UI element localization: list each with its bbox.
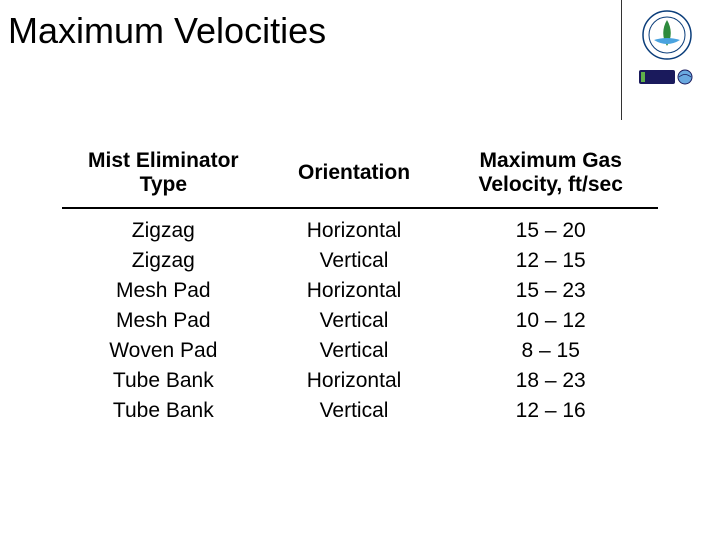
cell-orient: Horizontal [265,276,444,306]
col-header-type: Mist Eliminator Type [62,145,265,208]
partner-logo-icon [639,68,695,86]
cell-orient: Vertical [265,306,444,336]
cell-orient: Vertical [265,246,444,276]
cell-type: Zigzag [62,246,265,276]
page-title: Maximum Velocities [8,10,326,52]
cell-velocity: 15 – 23 [443,276,658,306]
cell-orient: Horizontal [265,366,444,396]
cell-orient: Vertical [265,396,444,426]
logo-divider [621,0,622,120]
cell-velocity: 10 – 12 [443,306,658,336]
cell-velocity: 12 – 16 [443,396,658,426]
cell-velocity: 8 – 15 [443,336,658,366]
cell-type: Mesh Pad [62,306,265,336]
cell-type: Zigzag [62,208,265,246]
table-row: Mesh Pad Horizontal 15 – 23 [62,276,658,306]
table-row: Tube Bank Horizontal 18 – 23 [62,366,658,396]
cell-type: Mesh Pad [62,276,265,306]
cell-velocity: 12 – 15 [443,246,658,276]
col-header-velocity: Maximum Gas Velocity, ft/sec [443,145,658,208]
table-row: Tube Bank Vertical 12 – 16 [62,396,658,426]
cell-type: Woven Pad [62,336,265,366]
table-row: Mesh Pad Vertical 10 – 12 [62,306,658,336]
cell-orient: Vertical [265,336,444,366]
cell-velocity: 18 – 23 [443,366,658,396]
table-header-row: Mist Eliminator Type Orientation Maximum… [62,145,658,208]
cell-type: Tube Bank [62,366,265,396]
logo-area [632,10,702,86]
cell-velocity: 15 – 20 [443,208,658,246]
cell-type: Tube Bank [62,396,265,426]
table-row: Woven Pad Vertical 8 – 15 [62,336,658,366]
velocity-table: Mist Eliminator Type Orientation Maximum… [62,145,658,426]
table-row: Zigzag Horizontal 15 – 20 [62,208,658,246]
table-row: Zigzag Vertical 12 – 15 [62,246,658,276]
epa-seal-icon [642,10,692,60]
cell-orient: Horizontal [265,208,444,246]
col-header-orientation: Orientation [265,145,444,208]
